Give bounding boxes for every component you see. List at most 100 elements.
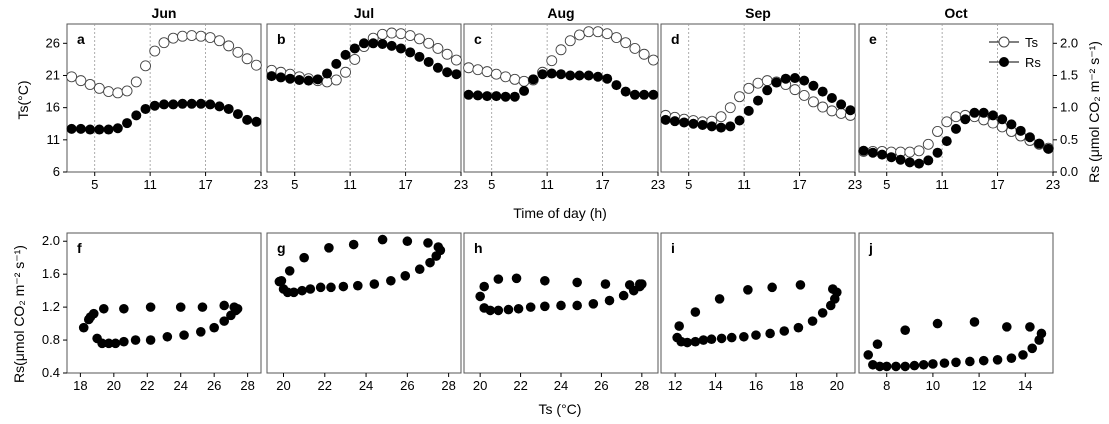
- rs-point: [877, 149, 888, 160]
- rs-point: [186, 98, 197, 109]
- rs-point: [112, 123, 123, 134]
- rs-point: [817, 86, 828, 97]
- ts-point: [555, 44, 567, 56]
- rs-point: [493, 305, 504, 316]
- ts-point: [432, 43, 444, 54]
- ts-point: [629, 43, 641, 54]
- rs-tick-label: 0.8: [42, 332, 60, 347]
- rs-point: [205, 99, 216, 110]
- rs-point: [368, 38, 379, 49]
- rs-point: [939, 358, 950, 368]
- rs-point: [491, 91, 502, 102]
- rs-point: [513, 303, 524, 314]
- rs-point: [572, 300, 582, 311]
- rs-point: [451, 69, 462, 80]
- rs-point: [348, 239, 359, 250]
- rs-point: [149, 100, 160, 111]
- rs-point: [583, 70, 594, 81]
- ts-point: [620, 37, 632, 49]
- x-tick-label: 14: [708, 378, 722, 393]
- x-tick-label: 12: [668, 378, 682, 393]
- ts-point: [752, 77, 764, 89]
- ts-tick-label: 16: [46, 100, 60, 115]
- rs-point: [734, 115, 745, 126]
- panel-g: 20 22 24 26 28 g: [266, 232, 462, 393]
- panel-b: 5 11 17 23 Jul b: [266, 5, 468, 192]
- x-axis-label-ts: Ts (°C): [539, 401, 582, 417]
- panel-frame: [858, 232, 1054, 374]
- panel-frame: [660, 232, 856, 374]
- ts-point: [490, 68, 502, 80]
- ts-point: [395, 28, 407, 40]
- panel-title: Jun: [152, 5, 177, 21]
- rs-point: [338, 281, 349, 292]
- rs-point: [386, 275, 396, 286]
- ts-point: [349, 53, 361, 65]
- rs-point: [463, 89, 474, 100]
- panel-letter: i: [671, 240, 675, 256]
- rs-point: [433, 242, 444, 252]
- rs-point: [525, 302, 536, 312]
- rs-point: [546, 68, 557, 79]
- rs-point: [140, 103, 151, 114]
- x-tick-label: 18: [789, 378, 803, 393]
- ts-point: [500, 71, 512, 83]
- ts-point: [140, 60, 151, 72]
- x-tick-label: 24: [359, 378, 373, 393]
- rs-point: [276, 275, 287, 286]
- ts-point: [761, 75, 773, 87]
- ts-point: [404, 30, 416, 42]
- rs-point: [872, 339, 883, 349]
- ts-point: [330, 74, 342, 86]
- rs-point: [604, 295, 615, 306]
- rs-point: [969, 107, 980, 118]
- rs-point: [425, 257, 435, 268]
- rs-point: [479, 281, 490, 292]
- legend: Ts Rs: [989, 35, 1041, 70]
- rs-point: [482, 91, 493, 102]
- rs-point: [706, 334, 717, 345]
- ts-point: [518, 75, 530, 87]
- rs-tick-label: 0.0: [1060, 164, 1078, 179]
- rs-tick-label: 1.0: [1060, 100, 1078, 115]
- rs-tick-label: 2.0: [1060, 35, 1078, 50]
- rs-point: [900, 361, 910, 372]
- rs-point: [978, 355, 989, 366]
- panel-letter: a: [77, 31, 85, 47]
- rs-point: [725, 121, 736, 132]
- x-tick-label: 5: [91, 177, 98, 192]
- ts-point: [715, 111, 727, 123]
- rs-point: [753, 95, 763, 106]
- rs-point: [145, 302, 156, 312]
- rs-tick-label: 0.5: [1060, 132, 1078, 147]
- ts-point: [213, 35, 225, 47]
- rs-point: [386, 40, 397, 51]
- panel-e: 5 11 17 23 Oct e: [858, 5, 1060, 192]
- ts-point: [413, 33, 425, 45]
- rs-point: [432, 62, 443, 73]
- rs-point: [572, 277, 582, 288]
- rs-point: [540, 301, 550, 312]
- rs-point: [716, 333, 727, 344]
- x-tick-label: 22: [513, 378, 527, 393]
- ts-point: [574, 29, 585, 41]
- rs-point: [294, 74, 305, 85]
- rs-point: [997, 114, 1008, 125]
- ts-point: [950, 111, 962, 123]
- y-axis-label-rs-right: Rs (μmol CO₂ m⁻² s⁻¹): [1086, 41, 1102, 183]
- rs-point: [688, 118, 699, 129]
- rs-point: [119, 303, 129, 314]
- rs-point: [987, 110, 998, 121]
- rs-point: [765, 328, 775, 339]
- rs-point: [299, 252, 309, 263]
- rs-point: [771, 77, 782, 88]
- ts-point: [75, 75, 87, 87]
- rs-point: [266, 71, 277, 82]
- rs-point: [969, 317, 980, 327]
- rs-point: [195, 98, 206, 109]
- rs-tick-label: 2.0: [42, 233, 60, 248]
- rs-point: [322, 68, 333, 79]
- rs-point: [297, 285, 307, 296]
- x-tick-label: 11: [143, 177, 157, 192]
- x-tick-label: 26: [207, 378, 221, 393]
